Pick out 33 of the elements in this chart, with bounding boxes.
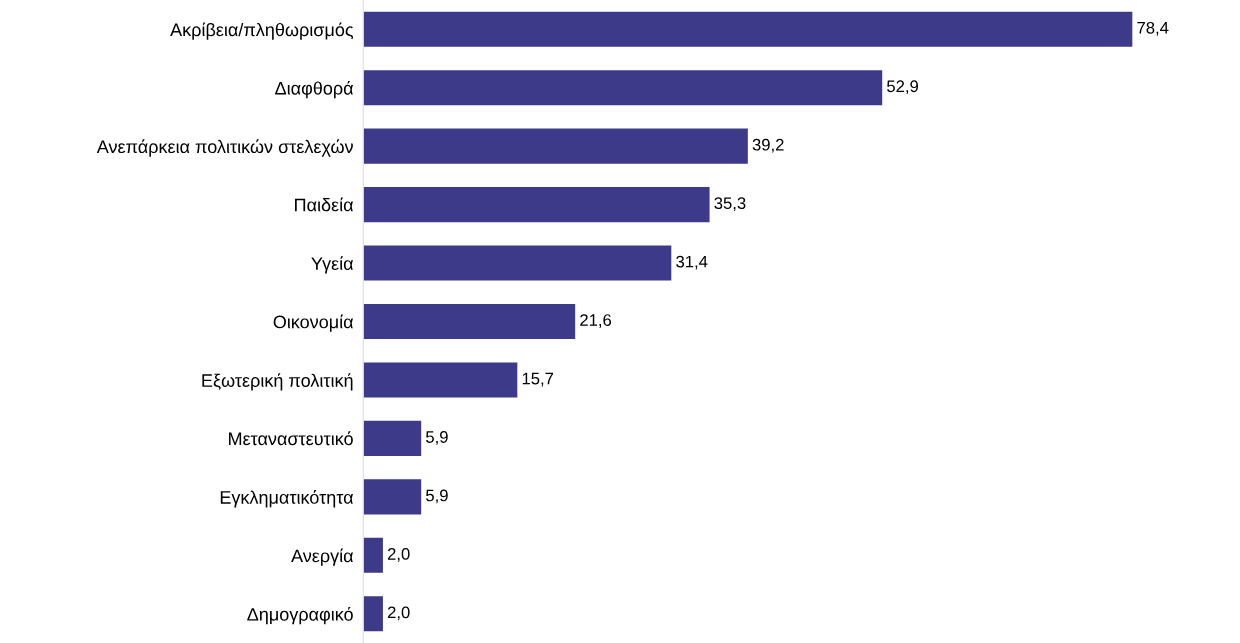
y-tick-label: Ανεργία — [291, 548, 354, 566]
y-tick-label: Παιδεία — [295, 197, 354, 212]
bar — [363, 362, 518, 398]
y-tick-label: Οικονομία — [273, 314, 354, 332]
bar — [363, 128, 748, 164]
y-tick-label: Μεταναστευτικό — [229, 431, 353, 446]
y-tick-label: Εγκληματικότητα — [220, 490, 354, 508]
data-label: 15,7 — [522, 372, 554, 387]
bar — [363, 303, 576, 340]
bar — [363, 596, 383, 632]
data-label: 35,3 — [714, 197, 746, 212]
bar — [363, 70, 883, 106]
data-label: 52,9 — [887, 80, 919, 95]
data-label: 78,4 — [1137, 21, 1169, 36]
y-tick-label: Υγεία — [311, 256, 354, 274]
data-label: 2,0 — [387, 606, 410, 621]
data-label: 2,0 — [387, 547, 410, 562]
y-tick-label: Ακρίβεια/πληθωρισμός — [170, 22, 354, 40]
y-tick-label: Ανεπάρκεια πολιτικών στελεχών — [96, 139, 353, 157]
data-label: 31,4 — [676, 255, 708, 270]
bar — [363, 187, 710, 223]
data-label: 5,9 — [426, 489, 448, 504]
data-label: 39,2 — [752, 138, 784, 153]
data-label: 21,6 — [580, 314, 612, 328]
bar — [363, 420, 422, 456]
y-tick-label: Διαφθορά — [275, 80, 354, 99]
bar — [363, 479, 422, 515]
data-label: 5,9 — [426, 431, 448, 445]
y-tick-label: Δημογραφικό — [247, 606, 353, 625]
bar — [363, 537, 383, 573]
bar — [363, 245, 672, 281]
y-tick-label: Εξωτερική πολιτική — [202, 373, 353, 391]
bar — [363, 11, 1133, 47]
